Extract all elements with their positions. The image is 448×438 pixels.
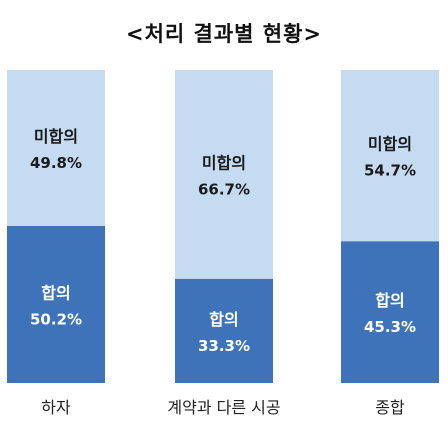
category-label-2: 종합 — [375, 398, 405, 417]
bar-segment-not-agreed-1 — [175, 70, 273, 279]
bar-segment-agreed-1 — [175, 278, 273, 383]
segment-series-label-1-0: 미합의 — [34, 127, 78, 146]
segment-series-label-1-1: 미합의 — [202, 153, 246, 172]
bar-segment-not-agreed-2 — [341, 70, 439, 242]
segment-value-label-0-2: 45.3% — [364, 318, 416, 336]
segment-value-label-1-0: 49.8% — [30, 154, 82, 172]
category-labels-group: 하자 계약과 다른 시공 종합 — [41, 398, 405, 417]
segment-value-label-1-2: 54.7% — [364, 162, 416, 180]
chart-title: <처리 결과별 현황> — [125, 22, 323, 46]
bar-segment-agreed-2 — [341, 241, 439, 383]
category-label-1: 계약과 다른 시공 — [167, 398, 280, 417]
bar-segment-agreed-0 — [7, 225, 105, 383]
labels-group: 합의 50.2% 미합의 49.8% 합의 33.3% 미합의 66.7% 합의 45.3% 미합의… — [30, 127, 416, 355]
segment-series-label-0-0: 합의 — [41, 283, 70, 302]
segment-value-label-0-0: 50.2% — [30, 310, 82, 328]
segment-value-label-0-1: 33.3% — [198, 337, 250, 355]
bar-segment-not-agreed-0 — [7, 70, 105, 226]
category-label-0: 하자 — [41, 398, 71, 417]
segment-value-label-1-1: 66.7% — [198, 180, 250, 198]
segment-series-label-0-1: 합의 — [209, 310, 238, 329]
segment-series-label-1-2: 미합의 — [368, 135, 412, 154]
segment-series-label-0-2: 합의 — [375, 291, 404, 310]
bars-group — [7, 70, 439, 383]
